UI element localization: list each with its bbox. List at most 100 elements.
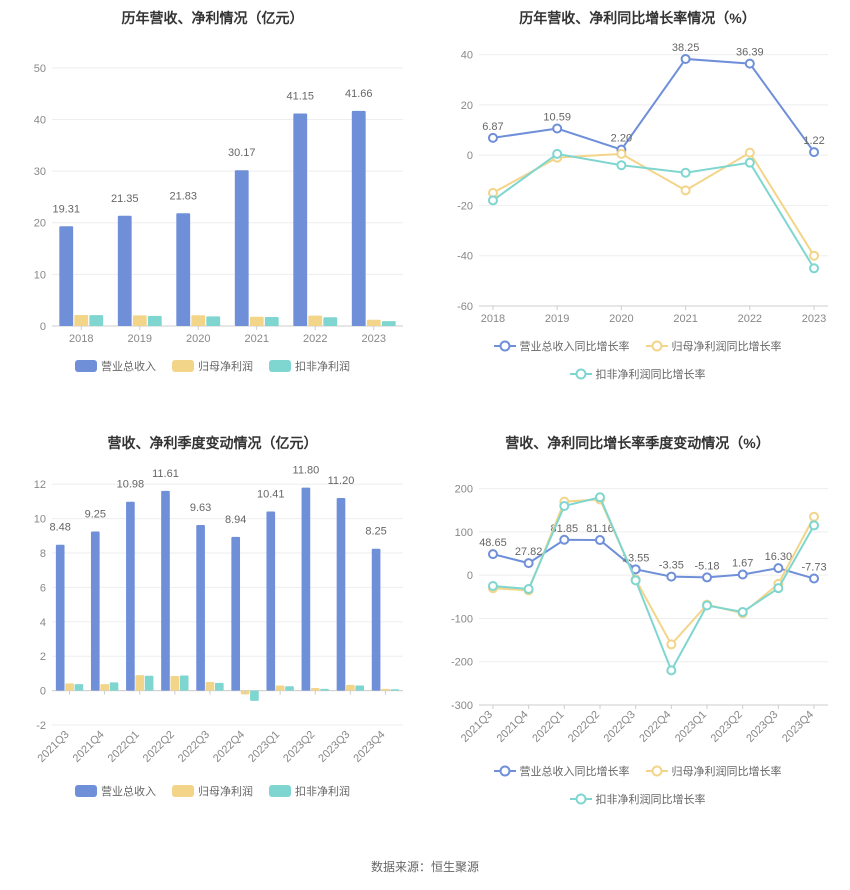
svg-text:10: 10 [34, 514, 46, 526]
svg-text:2022Q3: 2022Q3 [602, 709, 638, 745]
svg-text:2020: 2020 [609, 313, 633, 325]
legend-label: 营业总收入同比增长率 [520, 763, 630, 779]
svg-text:2023Q1: 2023Q1 [673, 709, 709, 745]
legend-label: 扣非净利润 [295, 358, 350, 374]
svg-text:10: 10 [34, 269, 46, 281]
svg-text:16.30: 16.30 [765, 551, 793, 563]
legend-item[interactable]: 扣非净利润 [269, 783, 350, 799]
legend-line-swatch [494, 341, 516, 351]
legend-label: 归母净利润 [198, 783, 253, 799]
svg-text:2023: 2023 [802, 313, 826, 325]
svg-text:0: 0 [40, 321, 46, 333]
legend-line-swatch [570, 369, 592, 379]
svg-text:-60: -60 [457, 301, 473, 313]
legend-label: 归母净利润同比增长率 [672, 338, 782, 354]
svg-text:41.66: 41.66 [345, 88, 373, 100]
svg-text:27.82: 27.82 [515, 546, 543, 558]
svg-text:2022Q2: 2022Q2 [566, 709, 602, 745]
svg-text:2022Q4: 2022Q4 [211, 729, 247, 765]
svg-text:-300: -300 [451, 700, 473, 712]
chart4-legend: 营业总收入同比增长率 归母净利润同比增长率扣非净利润同比增长率 [429, 759, 846, 811]
svg-text:20: 20 [34, 218, 46, 230]
svg-text:2023Q2: 2023Q2 [709, 709, 745, 745]
legend-line-swatch [494, 766, 516, 776]
svg-text:2019: 2019 [545, 313, 569, 325]
svg-text:81.16: 81.16 [586, 523, 614, 535]
svg-text:1.67: 1.67 [732, 557, 753, 569]
svg-text:2022Q2: 2022Q2 [141, 729, 177, 765]
svg-text:0: 0 [467, 570, 473, 582]
svg-text:2018: 2018 [481, 313, 505, 325]
legend-item[interactable]: 归母净利润 [172, 358, 253, 374]
legend-label: 营业总收入 [101, 783, 156, 799]
svg-text:-100: -100 [451, 613, 473, 625]
chart3-title: 营收、净利季度变动情况（亿元） [4, 433, 421, 453]
svg-text:41.15: 41.15 [286, 91, 314, 103]
legend-bar-swatch [75, 785, 97, 797]
svg-text:9.63: 9.63 [190, 502, 211, 514]
legend-item[interactable]: 营业总收入同比增长率 [494, 763, 630, 779]
legend-label: 扣非净利润同比增长率 [596, 366, 706, 382]
svg-text:100: 100 [455, 527, 473, 539]
svg-text:6: 6 [40, 582, 46, 594]
svg-text:2: 2 [40, 651, 46, 663]
chart2-svg: -60-40-20020402018201920202021202220236.… [435, 34, 840, 334]
chart4-svg: -300-200-10001002002021Q32021Q42022Q1202… [435, 459, 840, 759]
chart4-cell: 营收、净利同比增长率季度变动情况（%） -300-200-10001002002… [425, 425, 850, 850]
svg-text:10.98: 10.98 [117, 479, 145, 491]
svg-text:2022Q1: 2022Q1 [106, 729, 142, 765]
svg-text:8: 8 [40, 548, 46, 560]
legend-item[interactable]: 营业总收入 [75, 783, 156, 799]
chart1-cell: 历年营收、净利情况（亿元） 0102030405019.31201821.352… [0, 0, 425, 425]
svg-text:2021: 2021 [673, 313, 697, 325]
svg-text:-7.73: -7.73 [802, 562, 827, 574]
legend-label: 归母净利润 [198, 358, 253, 374]
svg-text:11.61: 11.61 [152, 468, 179, 480]
charts-grid: 历年营收、净利情况（亿元） 0102030405019.31201821.352… [0, 0, 850, 850]
svg-text:2023: 2023 [362, 333, 386, 345]
svg-text:2022Q4: 2022Q4 [637, 709, 673, 745]
svg-text:2022: 2022 [738, 313, 762, 325]
legend-item[interactable]: 归母净利润同比增长率 [646, 763, 782, 779]
svg-text:-3.35: -3.35 [659, 560, 684, 572]
svg-text:50: 50 [34, 63, 46, 75]
legend-label: 扣非净利润同比增长率 [596, 791, 706, 807]
svg-text:40: 40 [34, 114, 46, 126]
svg-text:36.39: 36.39 [736, 47, 764, 59]
svg-text:2023Q2: 2023Q2 [281, 729, 317, 765]
svg-text:-200: -200 [451, 657, 473, 669]
svg-text:4: 4 [40, 617, 46, 629]
chart3-svg: -20246810128.482021Q39.252021Q410.982022… [10, 459, 415, 779]
chart3-cell: 营收、净利季度变动情况（亿元） -20246810128.482021Q39.2… [0, 425, 425, 850]
svg-text:2023Q1: 2023Q1 [246, 729, 282, 765]
svg-text:2021Q3: 2021Q3 [35, 729, 71, 765]
svg-text:10.41: 10.41 [257, 489, 285, 501]
svg-text:38.25: 38.25 [672, 42, 700, 54]
legend-item[interactable]: 营业总收入 [75, 358, 156, 374]
svg-text:11.80: 11.80 [293, 465, 320, 477]
legend-line-swatch [646, 341, 668, 351]
legend-item[interactable]: 归母净利润 [172, 783, 253, 799]
legend-line-swatch [570, 794, 592, 804]
chart2-legend: 营业总收入同比增长率 归母净利润同比增长率扣非净利润同比增长率 [429, 334, 846, 386]
chart2-cell: 历年营收、净利同比增长率情况（%） -60-40-200204020182019… [425, 0, 850, 425]
legend-item[interactable]: 扣非净利润同比增长率 [570, 366, 706, 382]
svg-text:11.20: 11.20 [328, 475, 355, 487]
legend-item[interactable]: 扣非净利润同比增长率 [570, 791, 706, 807]
data-source-footer: 数据来源：恒生聚源 [0, 850, 850, 875]
legend-item[interactable]: 归母净利润同比增长率 [646, 338, 782, 354]
svg-text:8.48: 8.48 [49, 522, 70, 534]
svg-text:0: 0 [467, 150, 473, 162]
legend-bar-swatch [269, 785, 291, 797]
legend-item[interactable]: 扣非净利润 [269, 358, 350, 374]
legend-label: 归母净利润同比增长率 [672, 763, 782, 779]
chart1-legend: 营业总收入 归母净利润 扣非净利润 [4, 354, 421, 378]
chart1-svg: 0102030405019.31201821.35201921.83202030… [10, 34, 415, 354]
svg-text:21.83: 21.83 [169, 190, 197, 202]
legend-item[interactable]: 营业总收入同比增长率 [494, 338, 630, 354]
svg-text:30: 30 [34, 166, 46, 178]
svg-text:2021Q4: 2021Q4 [71, 729, 107, 765]
svg-text:2021: 2021 [245, 333, 269, 345]
svg-text:8.94: 8.94 [225, 514, 246, 526]
legend-bar-swatch [269, 360, 291, 372]
